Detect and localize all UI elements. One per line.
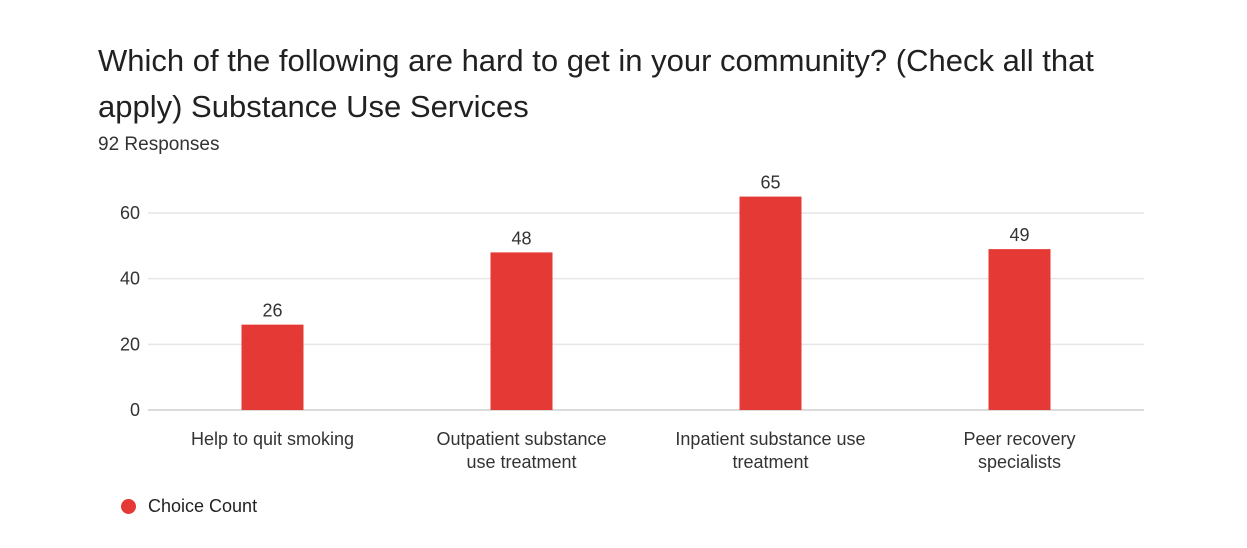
data-label: 49	[1009, 225, 1029, 245]
data-label: 65	[760, 173, 780, 193]
x-tick-label-line: treatment	[732, 452, 808, 472]
legend-label: Choice Count	[148, 496, 258, 516]
bar	[988, 249, 1051, 410]
bar	[241, 324, 304, 410]
y-tick-label: 40	[120, 269, 140, 289]
y-tick-label: 60	[120, 203, 140, 223]
x-tick-label-line: Help to quit smoking	[191, 429, 354, 449]
x-tick-label-line: Peer recovery	[963, 429, 1075, 449]
x-tick-label: Help to quit smoking	[191, 429, 354, 449]
x-tick-label-line: Outpatient substance	[436, 429, 606, 449]
chart-title: Which of the following are hard to get i…	[98, 43, 1094, 124]
bar	[739, 196, 802, 410]
y-tick-label: 20	[120, 334, 140, 354]
response-count: 92 Responses	[98, 134, 220, 155]
x-tick-label: Inpatient substance use treatment	[675, 429, 865, 472]
data-label: 26	[262, 301, 282, 321]
x-tick-label-line: use treatment	[466, 452, 576, 472]
y-tick-label: 0	[130, 400, 140, 420]
legend-dot-icon	[121, 499, 136, 514]
x-tick-label: Outpatient substance use treatment	[436, 429, 606, 472]
x-tick-label-line: Inpatient substance use	[675, 429, 865, 449]
data-label: 48	[511, 228, 531, 248]
legend: Choice Count	[121, 496, 257, 517]
bar	[490, 252, 553, 410]
x-tick-label-line: specialists	[978, 452, 1061, 472]
x-tick-label: Peer recovery specialists	[963, 429, 1075, 472]
